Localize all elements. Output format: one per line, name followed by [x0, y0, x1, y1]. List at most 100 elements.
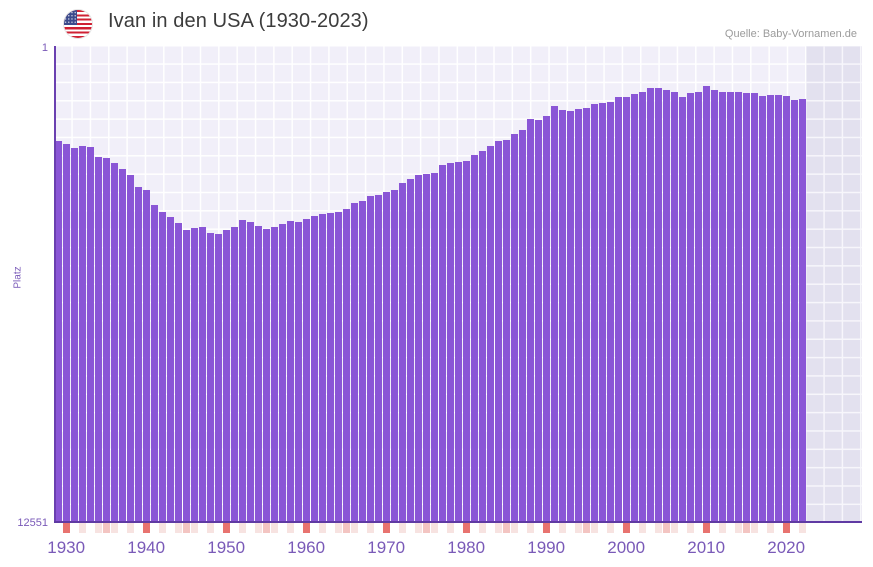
- bar[interactable]: [294, 222, 302, 523]
- bar[interactable]: [286, 221, 294, 523]
- bar[interactable]: [430, 173, 438, 523]
- bar[interactable]: [334, 212, 342, 523]
- bar[interactable]: [782, 96, 790, 523]
- bar[interactable]: [542, 116, 550, 523]
- bar[interactable]: [670, 92, 678, 523]
- bar[interactable]: [686, 93, 694, 523]
- bar[interactable]: [262, 229, 270, 523]
- bar[interactable]: [398, 183, 406, 523]
- bar[interactable]: [190, 228, 198, 523]
- bar[interactable]: [278, 224, 286, 523]
- bar[interactable]: [494, 141, 502, 523]
- bar[interactable]: [94, 157, 102, 523]
- bar[interactable]: [646, 88, 654, 523]
- bar[interactable]: [310, 216, 318, 523]
- x-axis-tick: [590, 523, 598, 533]
- bar[interactable]: [566, 111, 574, 523]
- x-axis-line: [54, 521, 862, 523]
- bar[interactable]: [62, 144, 70, 523]
- bar[interactable]: [238, 220, 246, 523]
- bar[interactable]: [574, 109, 582, 523]
- bar[interactable]: [502, 140, 510, 523]
- bar[interactable]: [110, 163, 118, 523]
- bar[interactable]: [654, 88, 662, 523]
- bar[interactable]: [70, 148, 78, 523]
- bar[interactable]: [374, 195, 382, 523]
- bar[interactable]: [86, 147, 94, 523]
- bar[interactable]: [518, 130, 526, 523]
- bar[interactable]: [222, 230, 230, 523]
- bar[interactable]: [78, 146, 86, 523]
- bar[interactable]: [638, 92, 646, 523]
- bar[interactable]: [366, 196, 374, 523]
- bar[interactable]: [198, 227, 206, 523]
- bar[interactable]: [230, 227, 238, 523]
- bar[interactable]: [422, 174, 430, 523]
- bar[interactable]: [678, 97, 686, 523]
- bar[interactable]: [382, 192, 390, 523]
- bar[interactable]: [470, 155, 478, 523]
- bar[interactable]: [718, 92, 726, 523]
- bar[interactable]: [438, 165, 446, 523]
- bar[interactable]: [622, 97, 630, 523]
- bar[interactable]: [662, 90, 670, 523]
- bar[interactable]: [750, 93, 758, 523]
- bar[interactable]: [214, 234, 222, 523]
- bar[interactable]: [182, 230, 190, 523]
- bar[interactable]: [742, 93, 750, 523]
- bar[interactable]: [606, 102, 614, 523]
- bar[interactable]: [766, 95, 774, 523]
- bar[interactable]: [526, 119, 534, 523]
- bar[interactable]: [206, 233, 214, 523]
- bar[interactable]: [302, 219, 310, 523]
- x-axis-tick-label: 1970: [367, 538, 406, 557]
- bar[interactable]: [102, 158, 110, 523]
- bar[interactable]: [734, 92, 742, 523]
- bar[interactable]: [558, 110, 566, 523]
- bar[interactable]: [414, 175, 422, 523]
- bar[interactable]: [726, 92, 734, 523]
- bar[interactable]: [166, 217, 174, 523]
- bar[interactable]: [118, 169, 126, 523]
- bar[interactable]: [358, 201, 366, 523]
- bar[interactable]: [462, 161, 470, 523]
- bar[interactable]: [790, 100, 798, 523]
- bar[interactable]: [582, 108, 590, 523]
- bar[interactable]: [406, 179, 414, 523]
- bar[interactable]: [270, 227, 278, 523]
- bar[interactable]: [614, 97, 622, 523]
- bar[interactable]: [318, 214, 326, 523]
- x-axis-tick: [318, 523, 326, 533]
- bar[interactable]: [510, 134, 518, 523]
- bar[interactable]: [134, 187, 142, 523]
- bar[interactable]: [326, 213, 334, 523]
- bar[interactable]: [598, 103, 606, 523]
- bar[interactable]: [710, 90, 718, 523]
- bar[interactable]: [774, 95, 782, 523]
- bar[interactable]: [342, 209, 350, 523]
- bar[interactable]: [694, 92, 702, 523]
- bar[interactable]: [350, 203, 358, 523]
- bar[interactable]: [590, 104, 598, 523]
- bar[interactable]: [702, 86, 710, 523]
- bar[interactable]: [246, 222, 254, 523]
- bar[interactable]: [478, 151, 486, 523]
- x-axis-tick: [398, 523, 406, 533]
- bar[interactable]: [174, 223, 182, 523]
- bar[interactable]: [446, 163, 454, 523]
- bar[interactable]: [254, 226, 262, 523]
- bar[interactable]: [550, 106, 558, 523]
- bar[interactable]: [534, 120, 542, 523]
- bar[interactable]: [454, 162, 462, 523]
- bar[interactable]: [54, 141, 62, 523]
- bar[interactable]: [142, 190, 150, 523]
- bar[interactable]: [486, 146, 494, 523]
- bar[interactable]: [390, 190, 398, 523]
- bar[interactable]: [758, 96, 766, 523]
- bar[interactable]: [126, 175, 134, 523]
- bar[interactable]: [150, 205, 158, 523]
- bar[interactable]: [630, 94, 638, 523]
- bar[interactable]: [798, 99, 806, 523]
- x-axis-tick: [334, 523, 342, 533]
- bar[interactable]: [158, 212, 166, 523]
